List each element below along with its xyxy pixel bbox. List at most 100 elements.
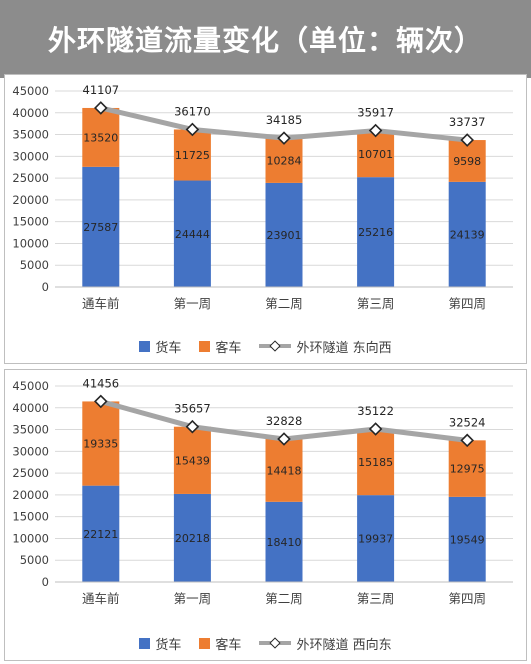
data-label-bus: 9598 [453, 155, 481, 168]
legend-item-truck: 货车 [139, 337, 181, 356]
line-marker [185, 122, 200, 137]
x-tick-label: 第四周 [448, 296, 486, 311]
legend-item-bus: 客车 [199, 634, 241, 653]
page-title: 外环隧道流量变化（单位：辆次） [47, 24, 483, 57]
data-label-bus: 10701 [358, 148, 393, 161]
line-marker [368, 422, 383, 436]
data-label-total: 41107 [83, 83, 120, 97]
data-label-total: 35917 [357, 106, 394, 120]
legend-label-truck: 货车 [155, 340, 182, 356]
data-label-bus: 14418 [267, 464, 302, 477]
x-tick-label: 第三周 [357, 591, 395, 606]
bar-truck [82, 485, 120, 582]
legend-item-bus: 客车 [199, 337, 241, 356]
data-label-truck: 27587 [83, 221, 118, 234]
truck-swatch [139, 637, 151, 649]
chart-panel-east-to-west: 0 5000 10000 15000 20000 25000 30000 35000 40000… [4, 74, 527, 364]
bar-truck [173, 493, 211, 582]
line-swatch-icon [259, 340, 292, 352]
y-tick-label: 30000 [12, 149, 49, 163]
data-label-total: 34185 [266, 113, 303, 127]
legend-label-truck: 货车 [155, 637, 182, 653]
data-label-bus: 11725 [175, 149, 210, 162]
bus-swatch [199, 340, 211, 352]
line-marker [94, 101, 108, 115]
data-label-truck: 19937 [358, 533, 393, 546]
y-tick-label: 15000 [12, 510, 49, 524]
bar-truck [357, 495, 395, 582]
x-tick-label: 第四周 [448, 591, 486, 606]
bar-bus [82, 107, 120, 167]
x-tick-label: 第二周 [265, 296, 303, 311]
x-tick-label: 第三周 [357, 296, 395, 311]
legend-item-truck: 货车 [139, 634, 181, 653]
line-marker [277, 432, 291, 446]
y-tick-label: 20000 [12, 488, 49, 502]
line-marker [94, 394, 108, 409]
y-tick-label: 0 [42, 575, 49, 589]
bar-bus [357, 130, 395, 178]
data-label-truck: 24139 [450, 228, 485, 241]
line-marker [368, 123, 383, 138]
chart-panel-west-to-east: 0 5000 10000 15000 20000 25000 30000 35000 40000… [4, 369, 527, 661]
y-tick-label: 25000 [12, 466, 49, 480]
chart-legend: 货车 客车 外环隧道 东向西 [5, 336, 526, 356]
y-tick-label: 40000 [12, 106, 49, 120]
line-marker [460, 433, 474, 448]
bar-bus [265, 138, 303, 183]
x-tick-label: 第一周 [174, 296, 212, 311]
data-label-total: 41456 [83, 376, 120, 390]
line-swatch-icon [259, 637, 292, 649]
y-tick-label: 10000 [12, 531, 49, 545]
data-label-truck: 25216 [358, 226, 393, 239]
chart-legend: 货车 客车 外环隧道 西向东 [5, 633, 526, 653]
data-label-bus: 12975 [450, 463, 485, 476]
y-tick-label: 0 [42, 280, 49, 294]
y-tick-label: 5000 [20, 553, 49, 567]
bar-bus [82, 401, 120, 486]
data-label-total: 35122 [357, 404, 394, 418]
x-tick-label: 通车前 [82, 591, 120, 606]
y-tick-label: 15000 [12, 215, 49, 229]
bar-truck [173, 180, 211, 287]
bar-bus [173, 129, 211, 181]
chart-svg-east-to-west: 0 5000 10000 15000 20000 25000 30000 35000 40000… [12, 83, 513, 311]
bar-truck [448, 496, 486, 582]
data-label-truck: 19549 [450, 533, 485, 546]
bar-bus [173, 426, 211, 494]
header-banner: 外环隧道流量变化（单位：辆次） [0, 0, 531, 78]
data-label-bus: 13520 [83, 131, 118, 144]
data-label-total: 36170 [174, 104, 211, 118]
bar-bus [357, 429, 395, 496]
line-marker [277, 131, 291, 145]
legend-item-line: 外环隧道 东向西 [259, 337, 392, 356]
legend-label-bus: 客车 [215, 340, 242, 356]
bar-bus [265, 439, 303, 502]
data-label-bus: 10284 [267, 155, 302, 168]
bar-truck [357, 177, 395, 287]
x-tick-label: 第一周 [174, 591, 212, 606]
bar-bus [448, 140, 486, 182]
y-tick-label: 5000 [20, 258, 49, 272]
data-label-bus: 19335 [83, 438, 118, 451]
x-tick-label: 通车前 [82, 296, 120, 311]
bus-swatch [199, 637, 211, 649]
legend-label-line: 外环隧道 西向东 [296, 637, 392, 653]
data-label-bus: 15185 [358, 456, 393, 469]
bar-truck [82, 166, 120, 287]
y-tick-label: 45000 [12, 379, 49, 393]
data-label-truck: 23901 [267, 229, 302, 242]
legend-item-line: 外环隧道 西向东 [259, 634, 392, 653]
legend-label-bus: 客车 [215, 637, 242, 653]
data-label-truck: 22121 [83, 528, 118, 541]
y-tick-label: 35000 [12, 423, 49, 437]
line-marker [185, 419, 200, 434]
data-label-truck: 18410 [267, 536, 302, 549]
line-marker [460, 133, 474, 147]
bar-truck [448, 181, 486, 287]
y-tick-label: 10000 [12, 236, 49, 250]
y-tick-label: 45000 [12, 84, 49, 98]
data-label-bus: 15439 [175, 454, 210, 467]
y-tick-label: 40000 [12, 401, 49, 415]
data-label-total: 35657 [174, 402, 211, 416]
